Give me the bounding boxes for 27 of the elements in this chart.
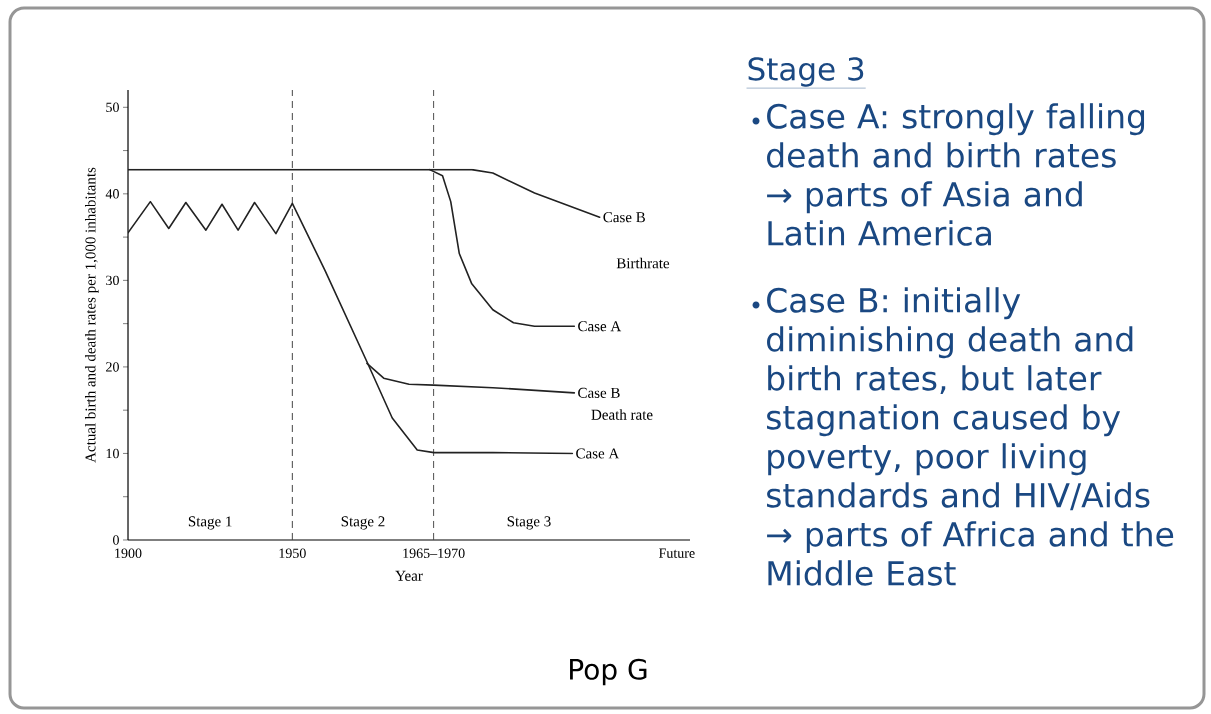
y-tick-label: 30 bbox=[106, 275, 119, 286]
y-tick-label: 0 bbox=[113, 535, 119, 545]
text: Case B: initially diminishing death and birth rates, but later stagnation caused by poverty, poor living standards and HIV/Aids bbox=[766, 287, 1150, 511]
text: → parts of Africa and the Middle East bbox=[767, 521, 1174, 586]
series-label: Case A bbox=[578, 321, 622, 332]
text: Case A: strongly falling death and birth rates bbox=[767, 103, 1145, 168]
text: Stage 3 bbox=[748, 57, 864, 87]
series-label: Case B bbox=[603, 212, 645, 223]
text: Pop G bbox=[570, 658, 647, 686]
x-tick-label: 1965–1970 bbox=[403, 548, 465, 558]
x-tick-label: 1950 bbox=[279, 548, 306, 558]
annotation: Death rate bbox=[591, 409, 653, 420]
annotation: Stage 1 bbox=[188, 516, 232, 530]
y-tick-label: 10 bbox=[106, 448, 119, 459]
x-tick-label: 1900 bbox=[115, 548, 142, 558]
annotation: Birthrate bbox=[616, 257, 670, 269]
y-tick-label: 20 bbox=[106, 362, 119, 372]
annotation: Stage 3 bbox=[507, 516, 551, 530]
annotation: Stage 2 bbox=[341, 516, 385, 530]
y-tick-label: 40 bbox=[105, 189, 119, 199]
y-axis-title: Actual birth and death rates per 1,000 inhabitants bbox=[85, 167, 99, 463]
text: → parts of Asia and Latin America bbox=[767, 181, 1082, 246]
series-label: Case B bbox=[578, 387, 620, 398]
series-label: Case A bbox=[576, 448, 620, 459]
x-tick-label: Future bbox=[658, 548, 695, 558]
y-tick-label: 50 bbox=[106, 102, 119, 113]
x-axis-title: Year bbox=[395, 570, 423, 581]
